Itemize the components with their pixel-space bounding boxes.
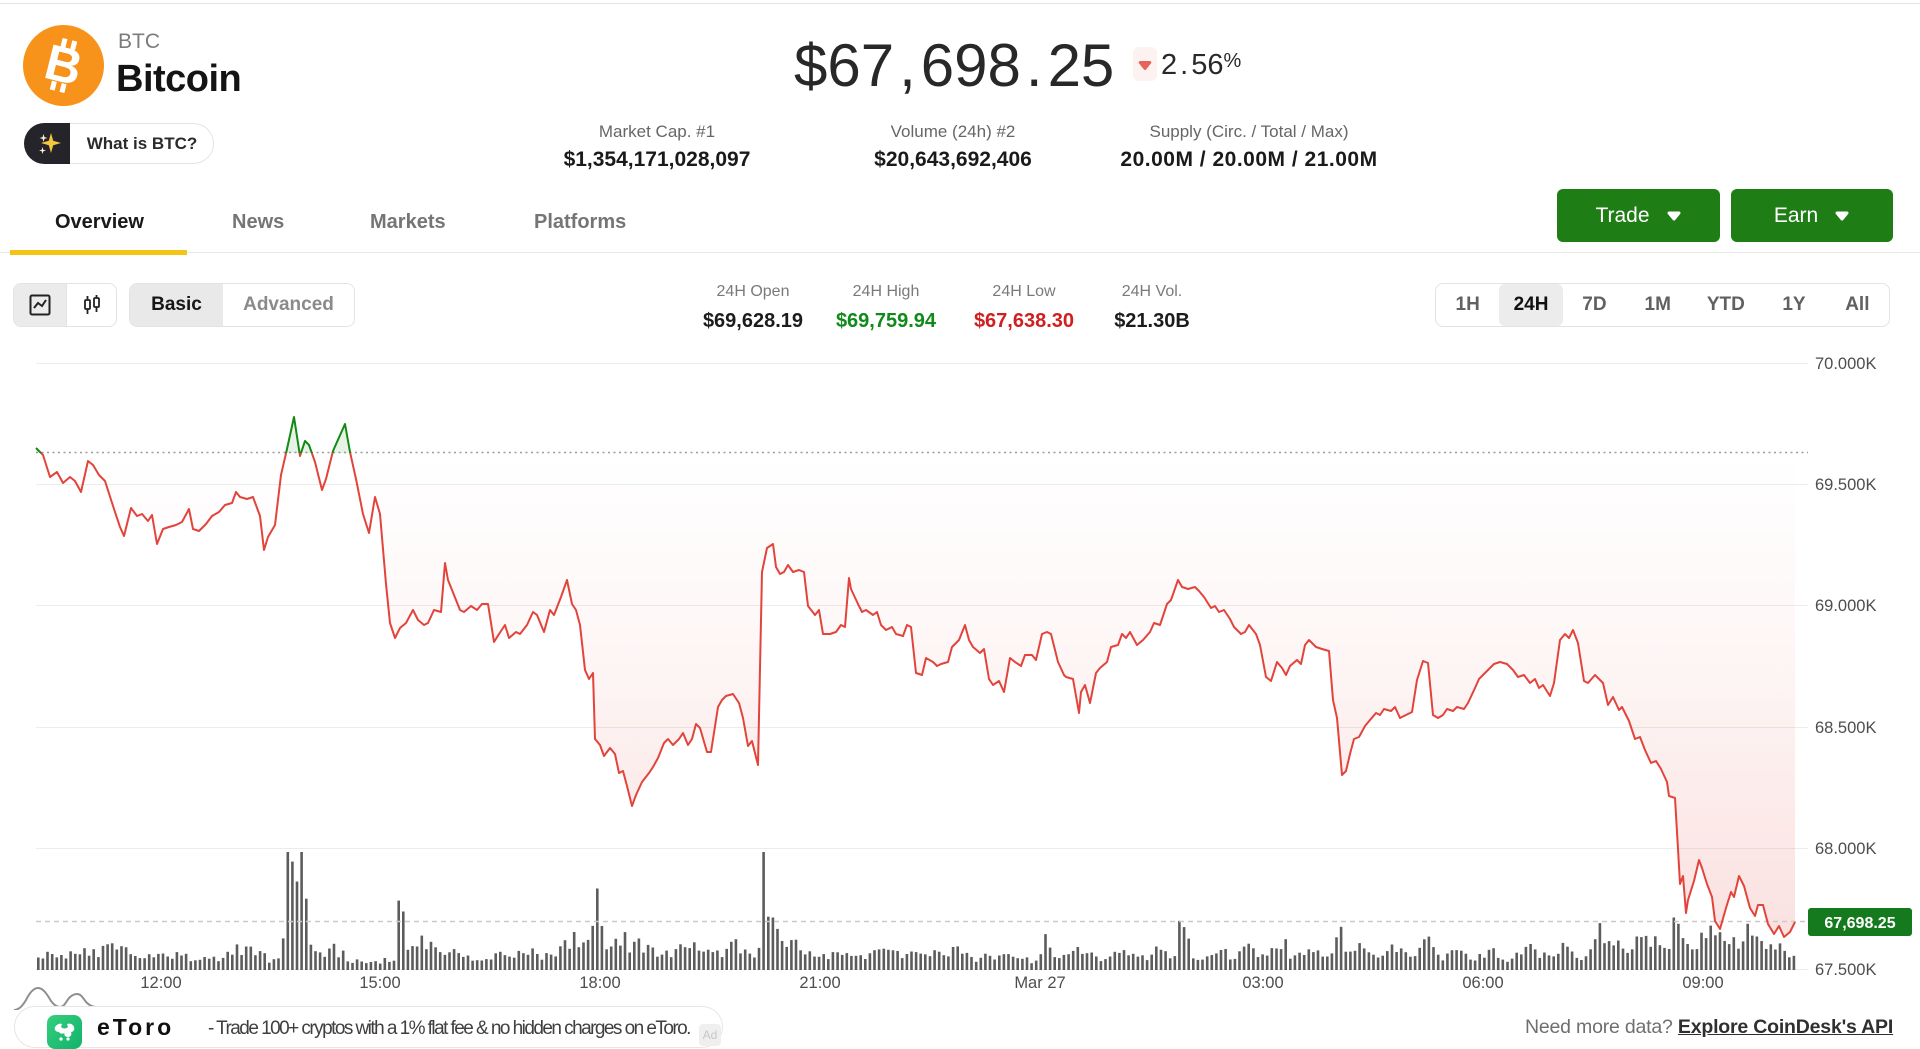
svg-text:69.500K: 69.500K (1815, 476, 1876, 494)
svg-text:12:00: 12:00 (140, 974, 181, 992)
svg-text:67,698.25: 67,698.25 (1824, 915, 1895, 932)
svg-text:68.500K: 68.500K (1815, 719, 1876, 737)
svg-text:68.000K: 68.000K (1815, 840, 1876, 858)
svg-text:67.500K: 67.500K (1815, 961, 1876, 979)
svg-text:03:00: 03:00 (1242, 974, 1283, 992)
svg-text:Mar 27: Mar 27 (1014, 974, 1065, 992)
svg-text:18:00: 18:00 (579, 974, 620, 992)
svg-text:09:00: 09:00 (1682, 974, 1723, 992)
svg-text:15:00: 15:00 (359, 974, 400, 992)
svg-text:21:00: 21:00 (799, 974, 840, 992)
svg-text:70.000K: 70.000K (1815, 355, 1876, 373)
svg-text:06:00: 06:00 (1462, 974, 1503, 992)
svg-text:69.000K: 69.000K (1815, 597, 1876, 615)
